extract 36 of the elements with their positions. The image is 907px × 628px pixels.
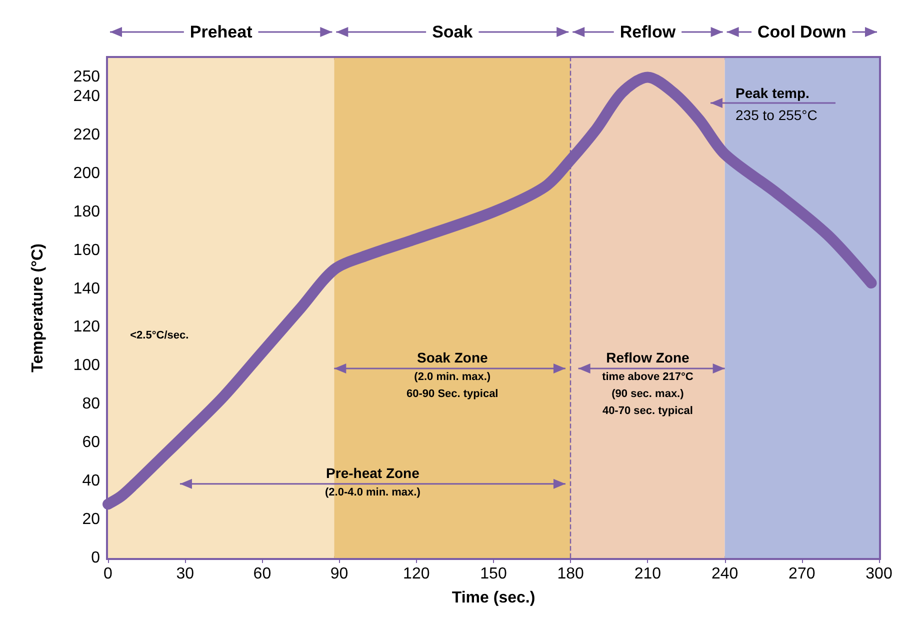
x-tick-label: 30 <box>176 566 194 582</box>
y-tick-label: 100 <box>73 357 100 374</box>
y-axis-title: Temperature (°C) <box>30 244 46 372</box>
y-tick-label: 140 <box>73 280 100 298</box>
band-label: Soak <box>432 22 474 42</box>
y-tick-label: 20 <box>82 511 100 528</box>
y-tick-label: 180 <box>73 203 100 220</box>
y-tick-label: 60 <box>82 434 100 452</box>
x-tick-label: 270 <box>788 566 816 582</box>
y-tick-label: 40 <box>82 472 100 490</box>
x-tick-label: 150 <box>480 566 507 582</box>
annotation: Soak Zone (2.0 min. max.) 60-90 Sec. typical <box>406 349 498 400</box>
annotation: Peak temp. 235 to 255°C <box>736 85 818 123</box>
x-tick-label: 90 <box>330 566 348 582</box>
x-tick-label: 120 <box>403 566 430 582</box>
y-tick-label: 80 <box>82 396 100 413</box>
annotation: Pre-heat Zone (2.0-4.0 min. max.) <box>325 464 421 498</box>
y-tick-label: 160 <box>73 242 100 259</box>
x-tick-label: 0 <box>104 566 113 582</box>
band-label: Preheat <box>190 22 253 42</box>
x-tick-label: 210 <box>634 566 662 582</box>
annotation: Reflow Zone time above 217°C (90 sec. max.) 40-70 sec. typical <box>602 349 694 417</box>
y-tick-label: 220 <box>73 126 100 144</box>
x-tick-label: 180 <box>557 566 584 582</box>
y-tick-label: 120 <box>73 318 100 336</box>
y-tick-label: 240 <box>73 88 100 105</box>
x-axis-title: Time (sec.) <box>452 590 536 606</box>
y-tick-label: 250 <box>73 68 100 86</box>
y-tick-label: 200 <box>73 164 100 182</box>
band-label: Cool Down <box>758 22 846 42</box>
x-tick-label: 300 <box>866 566 892 582</box>
y-tick-label: 0 <box>91 550 100 566</box>
x-tick-label: 240 <box>711 566 738 582</box>
annotation: <2.5°C/sec. <box>130 330 189 342</box>
x-tick-label: 60 <box>253 566 272 582</box>
band-label: Reflow <box>620 22 676 42</box>
